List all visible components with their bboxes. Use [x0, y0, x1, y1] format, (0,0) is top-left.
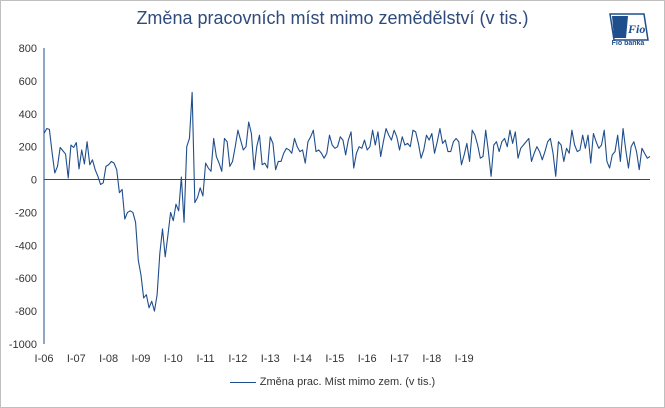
x-tick-label: I-13 [261, 353, 280, 365]
y-tick-label: 400 [19, 109, 37, 121]
x-tick-label: I-09 [131, 353, 150, 365]
x-tick-label: I-06 [35, 353, 54, 365]
x-tick-label: I-16 [358, 353, 377, 365]
x-axis-labels: I-06 I-07 I-08 I-09 I-10 I-11 I-12 I-13 I-14 I-15… [35, 353, 474, 365]
x-tick-label: I-08 [99, 353, 118, 365]
x-tick-label: I-10 [164, 353, 183, 365]
fio-logo: Fio [609, 13, 649, 41]
logo-text: Fio [627, 22, 645, 36]
y-tick-label: -1000 [9, 339, 37, 351]
x-tick-label: I-19 [455, 353, 474, 365]
legend: Změna prac. Míst mimo zem. (v tis.) [0, 376, 665, 388]
y-axis-labels: 800 600 400 200 0 -200 -400 -600 -800 -1000 [9, 43, 37, 351]
x-tick-label: I-14 [293, 353, 312, 365]
y-tick-label: 200 [19, 142, 37, 154]
x-tick-label: I-17 [390, 353, 409, 365]
chart-title: Změna pracovních míst mimo zemědělství (… [136, 8, 529, 28]
y-tick-label: -600 [15, 273, 37, 285]
series-line [43, 91, 651, 312]
legend-label: Změna prac. Míst mimo zem. (v tis.) [259, 376, 436, 388]
x-tick-label: I-15 [325, 353, 344, 365]
x-tick-label: I-18 [422, 353, 441, 365]
y-tick-label: -800 [15, 306, 37, 318]
y-tick-label: -400 [15, 240, 37, 252]
y-tick-label: 0 [31, 175, 37, 187]
legend-swatch [229, 381, 256, 383]
y-tick-label: -200 [15, 207, 37, 219]
x-tick-label: I-11 [197, 353, 215, 365]
y-tick-label: 800 [19, 43, 37, 55]
x-tick-label: I-07 [67, 353, 86, 365]
logo-caption: Fio banka [611, 40, 645, 47]
y-tick-label: 600 [19, 76, 37, 88]
x-tick-label: I-12 [228, 353, 247, 365]
